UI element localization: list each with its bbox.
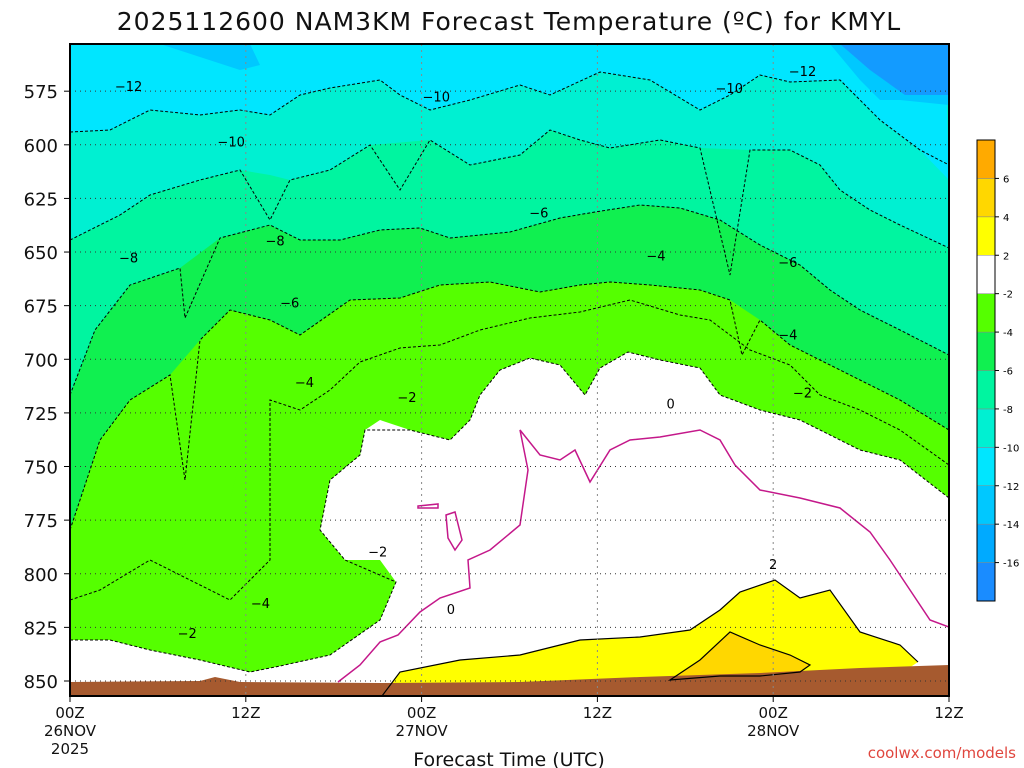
fill-ground — [70, 665, 949, 696]
colorbar-swatch-8 — [976, 255, 996, 294]
colorbar-label-9: 4 — [1003, 213, 1009, 224]
x-axis-label: Forecast Time (UTC) — [413, 749, 604, 768]
ytick-label-600: 600 — [24, 136, 58, 157]
contour-label-8: −6 — [529, 206, 548, 221]
fill-minus16 — [840, 44, 949, 95]
ytick-label-675: 675 — [24, 297, 58, 318]
contour-minus10 — [70, 129, 949, 276]
contour-label-17: −2 — [793, 387, 812, 402]
contour-labels: −12 −12 −10 −10 −10 −8 −8 −6 −6 −6 −4 −4 −4 −4 −2 −2 −2 −… — [115, 65, 816, 642]
colorbar-label-6: -4 — [1003, 328, 1013, 339]
ytick-label-725: 725 — [24, 404, 58, 425]
fill-minus12 — [70, 44, 949, 180]
contour-label-12: −4 — [778, 329, 797, 344]
xtick-year-0: 2025 — [51, 740, 89, 758]
contour-label-7: −6 — [280, 297, 299, 312]
contour-minus6 — [70, 281, 949, 531]
colorbar-swatch-9 — [976, 216, 996, 256]
y-axis: 575 600 625 650 675 700 725 750 775 800 825 850 — [24, 82, 70, 693]
xtick-date-4: 28NOV — [747, 722, 800, 740]
contour-minus8 — [70, 204, 949, 396]
contour-label-15: −2 — [368, 545, 387, 560]
contour-label-20: 2 — [769, 558, 777, 573]
ytick-label-700: 700 — [24, 350, 58, 371]
xtick-time-0: 00Z — [55, 704, 84, 722]
contour-label-1: −12 — [789, 65, 816, 80]
contour-label-0: −12 — [115, 80, 142, 95]
colorbar-label-3: -10 — [1003, 443, 1019, 454]
ytick-label-650: 650 — [24, 243, 58, 264]
colorbar-swatch-7 — [976, 293, 996, 333]
contour-label-18: 0 — [667, 397, 675, 412]
fill-green-lower-left — [70, 400, 396, 672]
colorbar-swatch-5 — [976, 370, 996, 410]
xtick-time-5: 12Z — [934, 704, 963, 722]
colorbar-label-7: -2 — [1003, 290, 1013, 301]
colorbar: -16 -14 -12 -10 -8 -6 -4 -2 2 4 6 — [976, 139, 1019, 602]
colorbar-label-10: 6 — [1003, 174, 1009, 185]
plot-area — [70, 44, 949, 696]
contour-label-11: −4 — [646, 249, 665, 264]
xtick-time-1: 12Z — [231, 704, 260, 722]
colorbar-label-5: -6 — [1003, 367, 1013, 378]
contour-label-14: −2 — [397, 391, 416, 406]
xtick-date-2: 27NOV — [396, 722, 449, 740]
colorbar-swatch-11 — [976, 139, 996, 179]
colorbar-swatch-10 — [976, 178, 996, 218]
contour-label-5: −8 — [119, 251, 138, 266]
contour-label-10: −4 — [295, 376, 314, 391]
contour-zero — [337, 429, 949, 683]
ytick-label-825: 825 — [24, 618, 58, 639]
colorbar-swatch-1 — [976, 523, 996, 563]
xtick-time-4: 00Z — [759, 704, 788, 722]
plot-frame — [69, 43, 950, 697]
ytick-label-800: 800 — [24, 565, 58, 586]
xtick-time-2: 00Z — [407, 704, 436, 722]
contour-label-3: −10 — [423, 91, 450, 106]
colorbar-swatch-0 — [976, 562, 996, 602]
ytick-label-625: 625 — [24, 189, 58, 210]
contour-label-4: −10 — [716, 82, 743, 97]
contour-minus2 — [70, 351, 949, 673]
credit-link[interactable]: coolwx.com/models — [868, 744, 1016, 762]
contour-plus2 — [381, 579, 919, 696]
contour-label-16: −2 — [178, 627, 197, 642]
colorbar-swatch-3 — [976, 447, 996, 487]
xtick-time-3: 12Z — [583, 704, 612, 722]
colorbar-swatch-6 — [976, 331, 996, 371]
colorbar-label-2: -12 — [1003, 482, 1019, 493]
colorbar-swatch-2 — [976, 485, 996, 525]
contour-label-2: −10 — [217, 136, 244, 151]
xtick-date-0: 26NOV — [44, 722, 97, 740]
ytick-label-575: 575 — [24, 82, 58, 103]
ytick-label-850: 850 — [24, 672, 58, 693]
fill-plus4 — [670, 632, 810, 680]
ytick-label-775: 775 — [24, 511, 58, 532]
contour-plus4 — [667, 631, 812, 681]
colorbar-label-4: -8 — [1003, 405, 1013, 416]
contour-label-9: −6 — [778, 256, 797, 271]
colorbar-label-0: -16 — [1003, 559, 1019, 570]
colorbar-label-8: 2 — [1003, 251, 1009, 262]
colorbar-swatch-4 — [976, 408, 996, 448]
contour-label-6: −8 — [266, 234, 285, 249]
contour-label-19: 0 — [447, 603, 455, 618]
contour-zero-island — [417, 503, 463, 552]
contour-minus4 — [70, 299, 949, 601]
chart-title: 2025112600 NAM3KM Forecast Temperature (… — [117, 7, 901, 36]
colorbar-label-1: -14 — [1003, 520, 1019, 531]
contour-label-13: −4 — [251, 597, 270, 612]
ytick-label-750: 750 — [24, 458, 58, 479]
